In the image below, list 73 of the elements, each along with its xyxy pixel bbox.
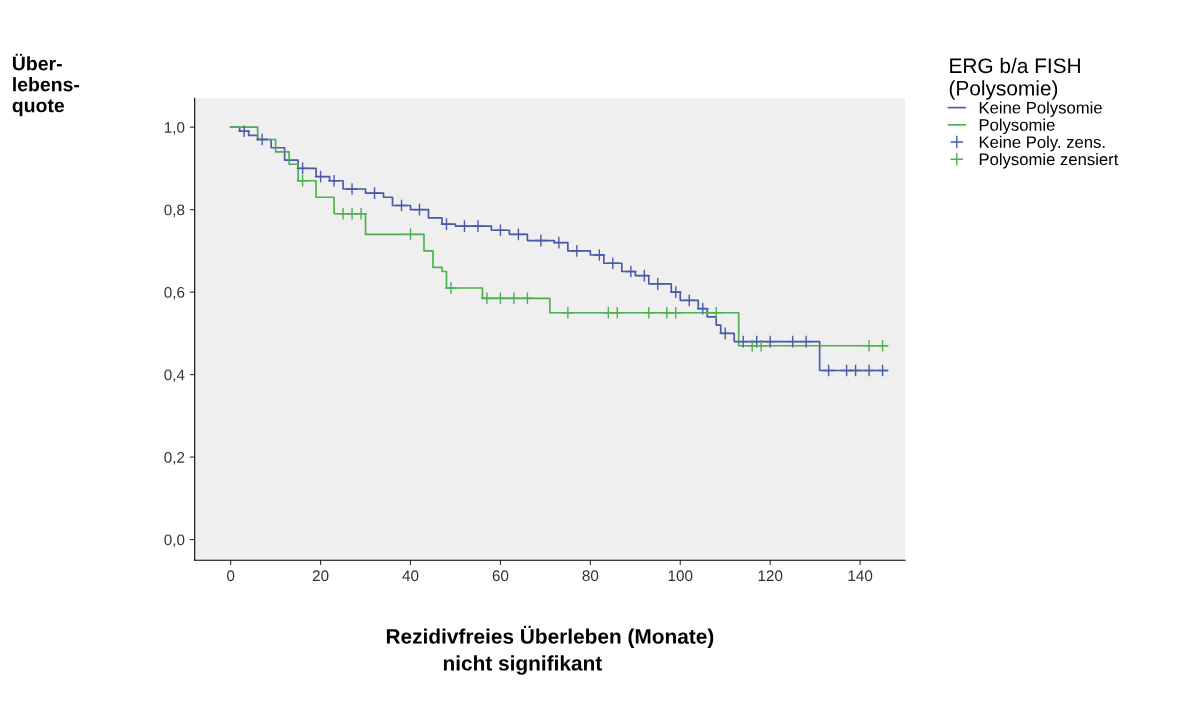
legend-label: Polysomie [979,118,1055,135]
point [255,133,269,147]
x-tick-label: 60 [492,570,509,582]
point [511,227,525,241]
point [534,234,548,248]
point [763,335,777,349]
y-tick-label: 0,6 [164,286,185,300]
point [480,291,494,305]
y-tick-label: 0,4 [164,369,185,383]
x-tick-label: 120 [758,570,783,582]
x-tick-label: 20 [312,570,329,582]
point [296,174,310,188]
legend-title: ERG b/a FISH (Polysomie) [949,57,1080,100]
point [314,170,328,184]
point [822,363,836,377]
point [736,335,750,349]
point [642,306,656,320]
point [606,256,620,270]
point [570,244,584,258]
x-tick-label: 140 [848,570,873,582]
y-tick-label: 0,2 [164,451,185,465]
point [457,219,471,233]
point [439,217,453,231]
point [709,306,723,320]
point [444,281,458,295]
point [412,203,427,217]
y-tick-label: 0,0 [164,534,185,548]
point [862,363,876,377]
point [624,264,638,279]
point [404,227,418,241]
point [786,335,800,349]
point [520,291,534,305]
point [395,199,409,213]
point [368,186,382,200]
point [493,223,507,237]
x-axis-title: Rezidivfreies Überleben (Monate) [386,625,714,648]
point [561,306,575,320]
point [552,236,566,250]
point [471,219,485,233]
point [345,182,359,196]
legend-label: Keine Polysomie [979,101,1102,117]
point [354,207,368,221]
point [601,306,615,320]
point [799,335,813,349]
point [754,339,768,353]
point [862,339,876,353]
legend-label: Polysomie zensiert [979,152,1119,169]
point [327,174,341,188]
point [696,302,710,316]
point [507,291,521,305]
point [592,248,606,262]
x-tick-label: 80 [582,570,599,582]
point [849,363,863,377]
point [296,161,310,175]
x-tick-label: 0 [227,570,235,582]
point [237,124,251,138]
point [651,277,665,291]
point [493,291,507,305]
y-tick-label: 1,0 [164,122,185,135]
x-tick-label: 100 [668,570,693,582]
point [682,293,696,307]
point [876,339,890,353]
point [876,363,890,377]
legend-label: Keine Poly. zens. [979,135,1105,152]
y-tick-label: 0,8 [164,204,185,218]
point [718,326,732,340]
y-axis-title: Über- lebens- quote [12,53,80,117]
point [669,306,683,320]
point [610,306,624,320]
x-tick-label: 40 [402,570,419,582]
text: nicht signifikant [443,655,602,675]
point [637,269,651,283]
point [669,285,683,299]
